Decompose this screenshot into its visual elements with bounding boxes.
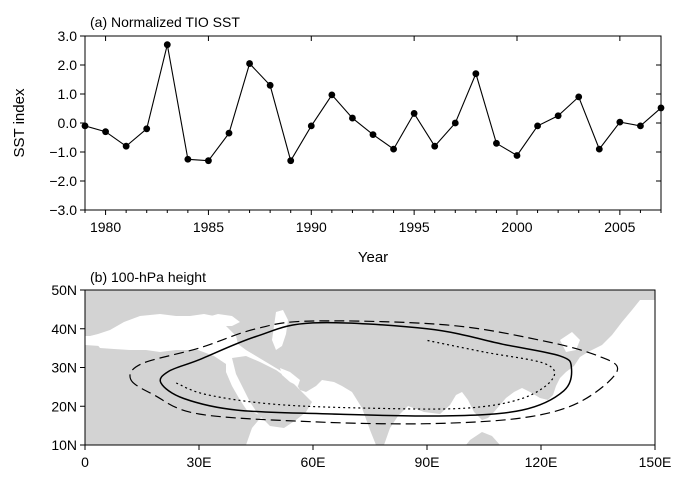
lat-tick-label: 20N (51, 398, 77, 414)
y-tick-label: 0.0 (58, 115, 78, 131)
sst-data-point (431, 142, 439, 150)
panel-a-frame (84, 35, 662, 211)
height-contour-dashed (129, 320, 619, 425)
y-tick-label: −3.0 (49, 202, 77, 218)
sst-data-point (184, 155, 192, 163)
sea-bodies (92, 310, 580, 412)
sst-data-point (616, 118, 624, 126)
black-sea (204, 314, 240, 326)
x-tick-label: 2005 (604, 219, 635, 235)
lon-tick-label: 0 (81, 454, 89, 470)
sst-data-point (266, 81, 274, 89)
mediterranean-sea (92, 330, 212, 352)
x-tick-label: 1980 (90, 219, 121, 235)
sst-data-point (410, 110, 418, 117)
y-tick-label: 2.0 (58, 57, 78, 73)
lon-tick-label: 120E (525, 454, 558, 470)
sst-data-point (81, 122, 89, 130)
panel-a-ylabel: SST index (11, 88, 28, 157)
x-tick-label: 2000 (501, 219, 532, 235)
sst-data-point (246, 60, 253, 67)
x-tick-label: 1985 (193, 219, 224, 235)
y-tick-label: 1.0 (58, 86, 78, 102)
caspian-sea (272, 310, 288, 350)
panel-a-xlabel: Year (358, 249, 388, 266)
sst-data-point (287, 157, 295, 165)
sst-data-point (637, 122, 644, 130)
sst-data-point (657, 104, 665, 112)
x-tick-label: 1995 (399, 219, 430, 235)
x-tick-label: 1990 (296, 219, 327, 235)
land-africa (85, 345, 262, 445)
lon-tick-label: 30E (187, 454, 212, 470)
persian-gulf (280, 368, 300, 386)
lon-tick-label: 90E (415, 454, 440, 470)
sst-data-point (513, 152, 521, 159)
lat-tick-label: 10N (51, 437, 77, 453)
sst-data-point (472, 70, 480, 78)
lat-tick-label: 30N (51, 360, 77, 376)
sst-data-point (554, 112, 562, 120)
sst-data-point (163, 41, 171, 49)
sst-data-point (225, 129, 233, 137)
sst-data-point (102, 128, 109, 136)
sst-data-point (595, 145, 603, 153)
red-sea (226, 362, 252, 412)
lat-tick-label: 50N (51, 282, 77, 298)
sst-data-point (205, 157, 212, 165)
land-indochina-islands (466, 432, 500, 445)
sst-data-point (534, 122, 541, 130)
y-tick-label: −1.0 (49, 144, 77, 160)
height-map-panel: (b) 100-hPa height 0 30E 60E 90E 120E 150E 50N… (51, 269, 671, 470)
lat-tick-label: 40N (51, 321, 77, 337)
land-masses (85, 290, 655, 445)
sst-index-panel: (a) Normalized TIO SST 3.0 2.0 1.0 0.0 −1.0 −… (11, 14, 665, 266)
sst-data-point (307, 122, 315, 130)
y-tick-label: −2.0 (49, 173, 77, 189)
yellow-sea (560, 332, 580, 352)
sst-data-point (451, 119, 459, 127)
sst-data-point (575, 93, 583, 101)
y-tick-label: 3.0 (58, 28, 78, 44)
sst-data-point (328, 91, 336, 99)
sst-data-point (143, 125, 151, 133)
sst-data-point (369, 131, 377, 139)
height-contour-dotted (175, 339, 556, 410)
panel-a-title: (a) Normalized TIO SST (90, 14, 240, 30)
land-europe-asia (85, 290, 655, 445)
lon-tick-label: 150E (639, 454, 672, 470)
sst-data-point (122, 142, 130, 150)
sst-data-point (390, 145, 397, 153)
land-arabia (232, 356, 312, 428)
sst-data-point (493, 139, 500, 147)
land-japan (598, 296, 634, 344)
sst-data-point (349, 114, 356, 122)
height-contour-solid (159, 321, 573, 417)
sst-series-line (84, 44, 662, 163)
panel-b-title: (b) 100-hPa height (90, 269, 206, 285)
lon-tick-label: 60E (301, 454, 326, 470)
